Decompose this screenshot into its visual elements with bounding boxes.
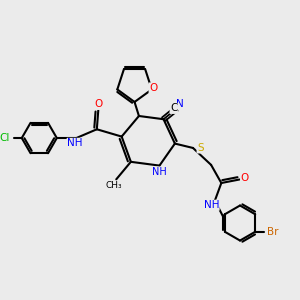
Text: Br: Br [268,227,279,237]
Text: C: C [170,103,177,113]
Text: Cl: Cl [0,133,10,143]
Text: O: O [149,83,158,93]
Text: NH: NH [204,200,219,210]
Text: CH₃: CH₃ [105,181,122,190]
Text: O: O [95,99,103,110]
Text: N: N [176,99,184,109]
Text: S: S [197,143,204,153]
Text: NH: NH [67,138,83,148]
Text: NH: NH [152,167,167,177]
Text: O: O [241,173,249,183]
